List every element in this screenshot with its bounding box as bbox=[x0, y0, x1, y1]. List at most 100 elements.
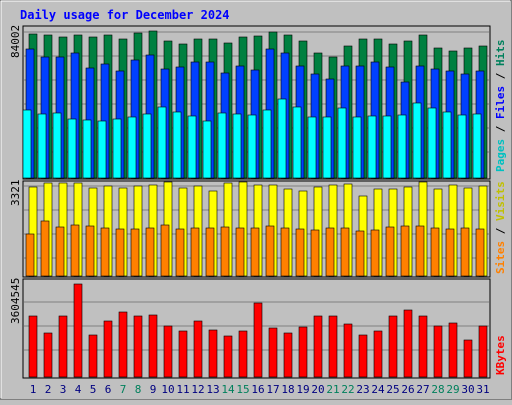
day-label-3: 3 bbox=[60, 383, 67, 396]
legend-sep-2: / bbox=[494, 66, 507, 86]
bar-pages-day-11 bbox=[172, 111, 182, 179]
bar-kbytes-day-7 bbox=[118, 311, 128, 378]
day-label-2: 2 bbox=[45, 383, 52, 396]
bar-pages-day-6 bbox=[97, 120, 107, 179]
day-label-16: 16 bbox=[251, 383, 264, 396]
day-label-4: 4 bbox=[75, 383, 82, 396]
bar-sites-day-31 bbox=[475, 228, 485, 277]
bar-sites-day-13 bbox=[205, 227, 215, 277]
bar-sites-day-2 bbox=[40, 220, 50, 277]
bar-sites-day-8 bbox=[130, 228, 140, 277]
bar-pages-day-24 bbox=[367, 115, 377, 179]
bar-kbytes-day-24 bbox=[373, 330, 383, 378]
bar-pages-day-15 bbox=[232, 113, 242, 179]
bar-kbytes-day-30 bbox=[463, 339, 473, 378]
bar-pages-day-31 bbox=[472, 113, 482, 179]
bar-kbytes-day-15 bbox=[238, 330, 248, 378]
bar-sites-day-11 bbox=[175, 228, 185, 277]
bar-sites-day-27 bbox=[415, 225, 425, 277]
day-label-21: 21 bbox=[326, 383, 339, 396]
legend-kbytes: KBytes bbox=[494, 335, 507, 375]
kbytes-max-label: 3604545 bbox=[9, 278, 22, 324]
bar-sites-day-29 bbox=[445, 228, 455, 277]
bar-kbytes-day-28 bbox=[433, 325, 443, 378]
day-label-30: 30 bbox=[461, 383, 474, 396]
day-label-18: 18 bbox=[281, 383, 294, 396]
mid-legend: Sites / Visits bbox=[494, 181, 507, 274]
bar-pages-day-26 bbox=[397, 114, 407, 179]
day-label-14: 14 bbox=[221, 383, 235, 396]
bar-pages-day-23 bbox=[352, 116, 362, 179]
day-label-13: 13 bbox=[206, 383, 219, 396]
visits-max-label: 3321 bbox=[9, 180, 22, 207]
bar-kbytes-day-3 bbox=[58, 315, 68, 378]
bar-pages-day-22 bbox=[337, 107, 347, 179]
bar-pages-day-16 bbox=[247, 114, 257, 179]
day-label-31: 31 bbox=[476, 383, 489, 396]
bar-sites-day-1 bbox=[25, 233, 35, 277]
bar-kbytes-day-2 bbox=[43, 332, 53, 378]
bar-kbytes-day-10 bbox=[163, 325, 173, 378]
day-label-11: 11 bbox=[176, 383, 189, 396]
day-label-24: 24 bbox=[371, 383, 385, 396]
bar-pages-day-27 bbox=[412, 102, 422, 179]
bar-pages-day-29 bbox=[442, 111, 452, 179]
bar-sites-day-21 bbox=[325, 227, 335, 277]
bar-kbytes-day-21 bbox=[328, 315, 338, 378]
day-label-17: 17 bbox=[266, 383, 279, 396]
legend-visits: Visits bbox=[494, 181, 507, 221]
bar-kbytes-day-18 bbox=[283, 332, 293, 378]
day-label-19: 19 bbox=[296, 383, 309, 396]
bot-legend: KBytes bbox=[494, 335, 507, 375]
bar-kbytes-day-26 bbox=[403, 309, 413, 378]
bar-sites-day-15 bbox=[235, 227, 245, 277]
bar-pages-day-5 bbox=[82, 119, 92, 179]
bar-kbytes-day-27 bbox=[418, 315, 428, 378]
bar-kbytes-day-11 bbox=[178, 330, 188, 378]
hits-max-label: 84002 bbox=[9, 25, 22, 58]
bar-pages-day-25 bbox=[382, 115, 392, 179]
bar-pages-day-12 bbox=[187, 115, 197, 179]
bar-pages-day-10 bbox=[157, 106, 167, 179]
day-label-22: 22 bbox=[341, 383, 354, 396]
bar-sites-day-7 bbox=[115, 228, 125, 277]
day-label-27: 27 bbox=[416, 383, 429, 396]
day-label-26: 26 bbox=[401, 383, 414, 396]
bar-sites-day-26 bbox=[400, 225, 410, 277]
bar-sites-day-23 bbox=[355, 230, 365, 277]
bar-sites-day-24 bbox=[370, 229, 380, 277]
bar-kbytes-day-16 bbox=[253, 302, 263, 378]
bar-sites-day-22 bbox=[340, 227, 350, 277]
day-label-20: 20 bbox=[311, 383, 324, 396]
day-label-6: 6 bbox=[105, 383, 112, 396]
bar-sites-day-12 bbox=[190, 227, 200, 277]
day-label-25: 25 bbox=[386, 383, 399, 396]
bar-sites-day-28 bbox=[430, 227, 440, 277]
bar-pages-day-2 bbox=[37, 113, 47, 179]
top-legend: Pages / Files / Hits bbox=[494, 40, 507, 173]
bar-kbytes-day-19 bbox=[298, 326, 308, 378]
chart-title: Daily usage for December 2024 bbox=[20, 8, 230, 22]
bar-pages-day-7 bbox=[112, 118, 122, 179]
bar-sites-day-6 bbox=[100, 227, 110, 277]
bar-sites-day-16 bbox=[250, 227, 260, 277]
bar-kbytes-day-25 bbox=[388, 315, 398, 378]
bar-sites-day-17 bbox=[265, 225, 275, 277]
bar-pages-day-19 bbox=[292, 106, 302, 179]
bar-kbytes-day-29 bbox=[448, 322, 458, 378]
bar-pages-day-1 bbox=[22, 109, 32, 179]
bar-pages-day-21 bbox=[322, 116, 332, 179]
day-label-15: 15 bbox=[236, 383, 249, 396]
bar-sites-day-14 bbox=[220, 226, 230, 277]
day-label-5: 5 bbox=[90, 383, 97, 396]
bar-pages-day-14 bbox=[217, 112, 227, 179]
day-label-28: 28 bbox=[431, 383, 444, 396]
day-label-1: 1 bbox=[30, 383, 37, 396]
legend-hits: Hits bbox=[494, 40, 507, 67]
bar-kbytes-day-9 bbox=[148, 314, 158, 378]
bar-sites-day-30 bbox=[460, 227, 470, 277]
bar-kbytes-day-22 bbox=[343, 323, 353, 378]
bar-sites-day-19 bbox=[295, 228, 305, 277]
